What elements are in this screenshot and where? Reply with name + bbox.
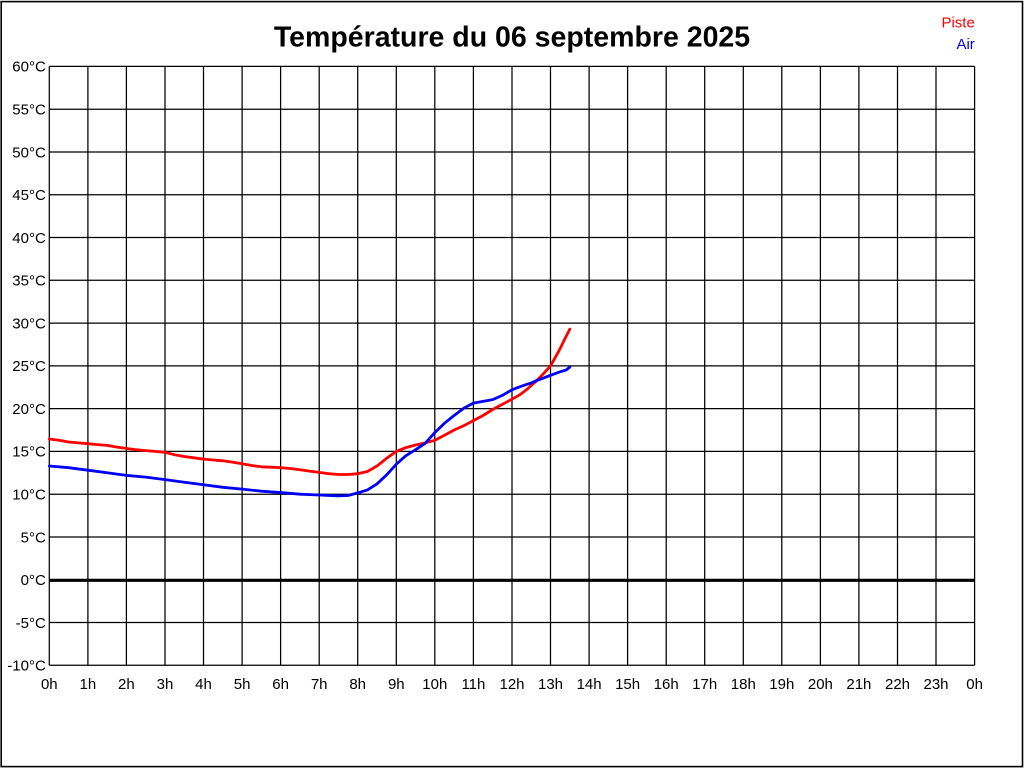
svg-text:16h: 16h — [654, 676, 679, 693]
svg-text:9h: 9h — [388, 676, 405, 693]
svg-text:21h: 21h — [846, 676, 871, 693]
svg-text:55°C: 55°C — [12, 102, 46, 119]
svg-text:14h: 14h — [577, 676, 602, 693]
svg-text:25°C: 25°C — [12, 358, 46, 375]
svg-text:13h: 13h — [538, 676, 563, 693]
svg-text:20°C: 20°C — [12, 401, 46, 418]
svg-text:23h: 23h — [923, 676, 948, 693]
svg-text:10°C: 10°C — [12, 487, 46, 504]
svg-text:Température du 06 septembre 20: Température du 06 septembre 2025 — [274, 21, 750, 53]
svg-text:45°C: 45°C — [12, 187, 46, 204]
svg-text:0°C: 0°C — [21, 572, 46, 589]
svg-text:3h: 3h — [157, 676, 174, 693]
svg-text:6h: 6h — [272, 676, 289, 693]
svg-text:30°C: 30°C — [12, 315, 46, 332]
svg-text:0h: 0h — [966, 676, 983, 693]
svg-text:4h: 4h — [195, 676, 212, 693]
svg-text:7h: 7h — [311, 676, 328, 693]
svg-text:35°C: 35°C — [12, 273, 46, 290]
svg-text:15°C: 15°C — [12, 444, 46, 461]
svg-text:5h: 5h — [234, 676, 251, 693]
svg-text:22h: 22h — [885, 676, 910, 693]
svg-text:12h: 12h — [499, 676, 524, 693]
svg-text:2h: 2h — [118, 676, 135, 693]
svg-text:18h: 18h — [731, 676, 756, 693]
svg-text:40°C: 40°C — [12, 230, 46, 247]
svg-text:5°C: 5°C — [21, 529, 46, 546]
svg-text:50°C: 50°C — [12, 144, 46, 161]
svg-text:-10°C: -10°C — [7, 658, 46, 675]
svg-text:19h: 19h — [769, 676, 794, 693]
svg-text:-5°C: -5°C — [16, 615, 46, 632]
svg-text:15h: 15h — [615, 676, 640, 693]
svg-text:10h: 10h — [422, 676, 447, 693]
svg-text:Air: Air — [956, 36, 974, 53]
svg-text:Piste: Piste — [941, 15, 974, 32]
svg-text:17h: 17h — [692, 676, 717, 693]
svg-text:20h: 20h — [808, 676, 833, 693]
svg-text:0h: 0h — [41, 676, 58, 693]
svg-text:8h: 8h — [349, 676, 366, 693]
svg-text:60°C: 60°C — [12, 59, 46, 76]
svg-text:1h: 1h — [80, 676, 97, 693]
svg-text:11h: 11h — [461, 676, 485, 693]
